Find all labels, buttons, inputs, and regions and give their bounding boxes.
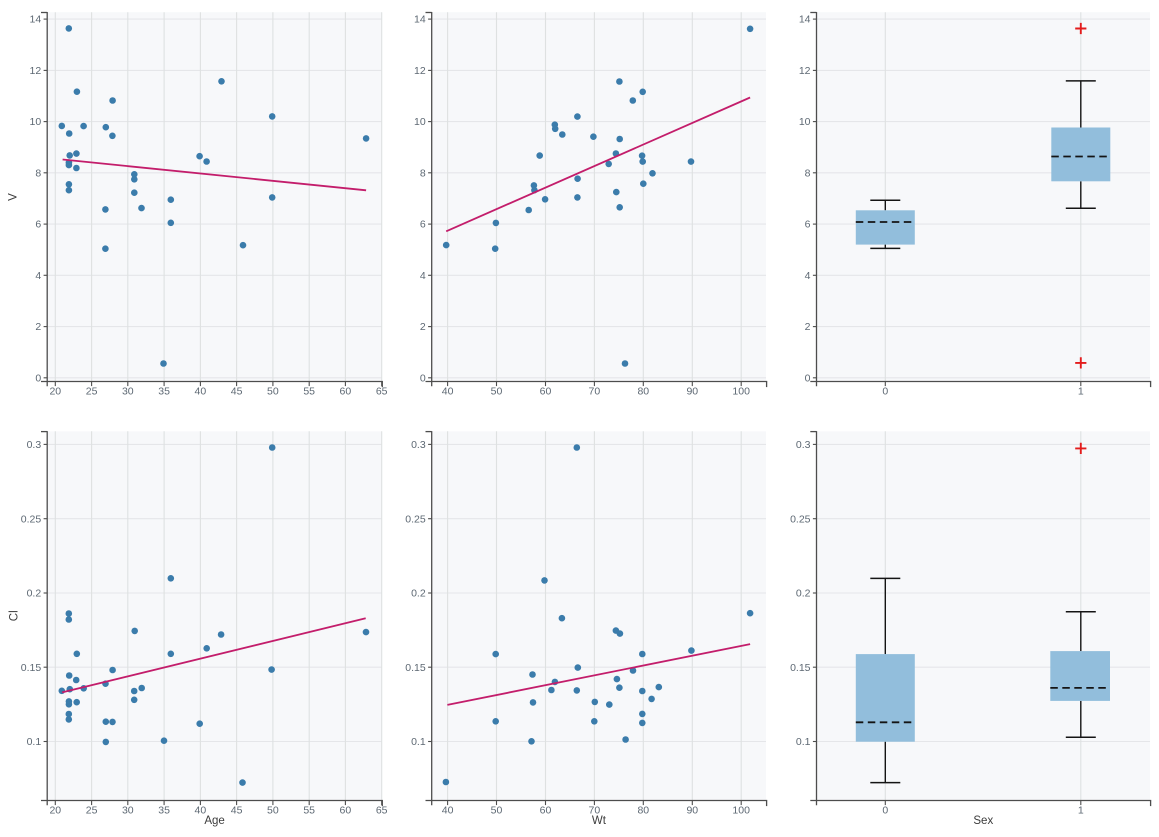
svg-text:40: 40 — [442, 804, 454, 816]
svg-text:0.25: 0.25 — [21, 513, 42, 525]
svg-text:Wt: Wt — [592, 815, 607, 827]
svg-text:0.2: 0.2 — [796, 588, 811, 600]
svg-text:6: 6 — [420, 219, 426, 231]
svg-text:0: 0 — [882, 385, 888, 397]
svg-text:55: 55 — [303, 804, 315, 816]
svg-text:4: 4 — [805, 270, 811, 282]
svg-text:0.2: 0.2 — [411, 588, 426, 600]
svg-text:80: 80 — [637, 385, 649, 397]
svg-text:60: 60 — [340, 804, 352, 816]
svg-text:0: 0 — [420, 372, 426, 384]
svg-text:25: 25 — [86, 385, 98, 397]
svg-text:Age: Age — [204, 815, 224, 827]
svg-text:50: 50 — [267, 385, 279, 397]
svg-text:1: 1 — [1078, 804, 1084, 816]
svg-text:14: 14 — [799, 14, 811, 26]
svg-text:8: 8 — [805, 167, 811, 179]
svg-text:60: 60 — [540, 804, 552, 816]
svg-text:30: 30 — [122, 804, 134, 816]
svg-text:90: 90 — [686, 804, 698, 816]
svg-text:20: 20 — [49, 385, 61, 397]
svg-text:0.1: 0.1 — [411, 736, 426, 748]
svg-text:0: 0 — [35, 372, 41, 384]
svg-text:35: 35 — [158, 385, 170, 397]
svg-text:0.1: 0.1 — [27, 736, 42, 748]
svg-text:55: 55 — [303, 385, 315, 397]
svg-text:0.3: 0.3 — [796, 439, 811, 451]
svg-text:30: 30 — [122, 385, 134, 397]
svg-text:70: 70 — [589, 804, 601, 816]
svg-text:40: 40 — [195, 804, 207, 816]
svg-text:100: 100 — [732, 804, 750, 816]
svg-text:70: 70 — [589, 385, 601, 397]
svg-text:8: 8 — [35, 167, 41, 179]
svg-text:14: 14 — [414, 14, 426, 26]
svg-text:50: 50 — [267, 804, 279, 816]
svg-text:4: 4 — [420, 270, 426, 282]
svg-text:12: 12 — [799, 65, 811, 77]
svg-text:40: 40 — [442, 385, 454, 397]
svg-text:25: 25 — [86, 804, 98, 816]
svg-text:0.1: 0.1 — [796, 736, 811, 748]
svg-text:45: 45 — [231, 385, 243, 397]
svg-text:100: 100 — [732, 385, 750, 397]
svg-text:40: 40 — [195, 385, 207, 397]
svg-text:10: 10 — [799, 116, 811, 128]
svg-text:6: 6 — [35, 219, 41, 231]
svg-text:10: 10 — [414, 116, 426, 128]
svg-text:0.25: 0.25 — [790, 513, 811, 525]
svg-text:0: 0 — [882, 804, 888, 816]
svg-text:0.15: 0.15 — [21, 662, 42, 674]
svg-text:0.15: 0.15 — [790, 662, 811, 674]
svg-text:0.2: 0.2 — [27, 588, 42, 600]
svg-text:Cl: Cl — [8, 610, 20, 621]
svg-text:20: 20 — [49, 804, 61, 816]
svg-text:12: 12 — [414, 65, 426, 77]
svg-text:50: 50 — [491, 804, 503, 816]
svg-text:0.3: 0.3 — [411, 439, 426, 451]
svg-text:Sex: Sex — [973, 815, 993, 827]
svg-text:0: 0 — [805, 372, 811, 384]
svg-text:65: 65 — [376, 385, 388, 397]
svg-text:0.25: 0.25 — [405, 513, 426, 525]
svg-text:2: 2 — [420, 321, 426, 333]
svg-text:45: 45 — [231, 804, 243, 816]
svg-text:0.3: 0.3 — [27, 439, 42, 451]
svg-text:2: 2 — [35, 321, 41, 333]
svg-text:60: 60 — [540, 385, 552, 397]
svg-text:14: 14 — [30, 14, 42, 26]
svg-text:8: 8 — [420, 167, 426, 179]
svg-text:50: 50 — [491, 385, 503, 397]
svg-text:80: 80 — [637, 804, 649, 816]
svg-text:65: 65 — [376, 804, 388, 816]
svg-text:4: 4 — [35, 270, 41, 282]
svg-text:10: 10 — [30, 116, 42, 128]
svg-text:60: 60 — [340, 385, 352, 397]
svg-text:0.15: 0.15 — [405, 662, 426, 674]
svg-text:35: 35 — [158, 804, 170, 816]
svg-text:1: 1 — [1078, 385, 1084, 397]
svg-text:12: 12 — [30, 65, 42, 77]
svg-text:90: 90 — [686, 385, 698, 397]
svg-text:2: 2 — [805, 321, 811, 333]
svg-text:V: V — [8, 193, 20, 201]
svg-text:6: 6 — [805, 219, 811, 231]
